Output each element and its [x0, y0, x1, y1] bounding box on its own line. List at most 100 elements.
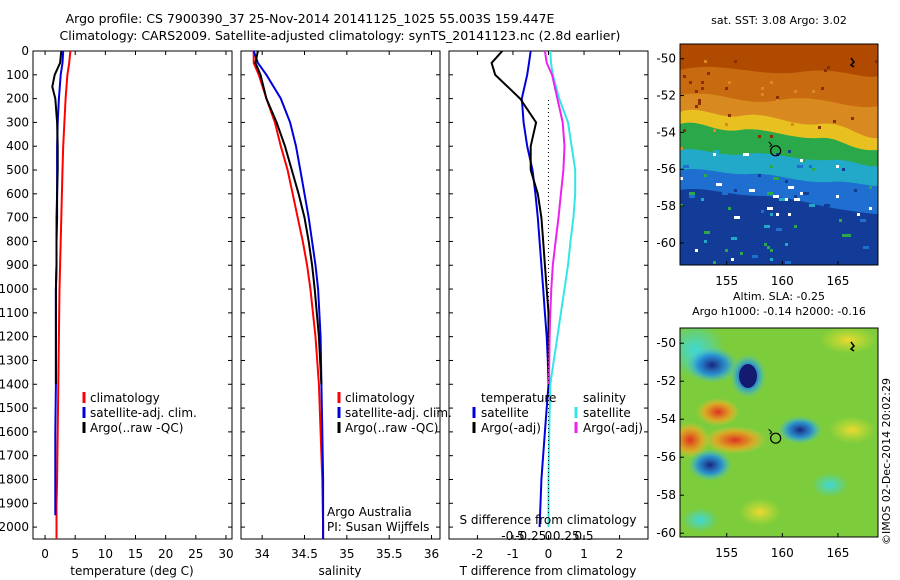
x-tick-label: -2: [471, 547, 483, 561]
sst-pixel: [818, 126, 821, 129]
sst-pixel: [785, 261, 791, 264]
sst-pixel: [695, 249, 698, 252]
salinity-panel: 34 34.5 35 35.5 36 salinity climatology sate…: [240, 50, 452, 578]
map-y-tick-label: -50: [656, 336, 676, 350]
sst-pixel: [770, 135, 773, 138]
difference-plot-marks: -2 -1 0 1 2-0.5-0.250 0.250.5: [449, 50, 648, 561]
x-tick-label: 36: [424, 547, 439, 561]
sst-pixel: [722, 192, 728, 195]
sst-pixel: [767, 156, 773, 159]
sst-pixel: [821, 222, 824, 225]
sst-pixel: [788, 213, 791, 216]
x-tick-label: 30: [218, 547, 233, 561]
sst-pixel: [704, 231, 710, 234]
sst-pixel: [821, 87, 824, 90]
sla-map-subtitle: Argo h1000: -0.14 h2000: -0.16: [692, 305, 866, 318]
sst-pixel: [713, 129, 716, 132]
sst-pixel: [731, 258, 734, 261]
map-y-tick-label: -56: [656, 450, 676, 464]
sla-map-axes: 155 160 165 -50 -52 -54 -56 -58 -60: [656, 336, 849, 560]
map-y-tick-label: -58: [656, 488, 676, 502]
sst-pixel: [764, 243, 767, 246]
legend-satellite-label: satellite-adj. clim.: [90, 406, 197, 420]
sst-pixel: [761, 87, 764, 90]
map-x-tick-label: 160: [771, 546, 794, 560]
sst-pixel: [788, 150, 791, 153]
sla-map-panel: Altim. SLA: -0.25 Argo h1000: -0.14 h200…: [656, 290, 879, 560]
sst-pixel: [683, 75, 686, 78]
sst-pixel: [869, 207, 872, 210]
sst-pixel: [770, 249, 773, 252]
sst-pixel: [713, 150, 719, 153]
sst-pixel: [749, 189, 755, 192]
sst-pixel: [857, 213, 860, 216]
legend-salinity-title: salinity: [583, 391, 626, 405]
sst-pixel: [698, 99, 701, 102]
sst-pixel: [689, 81, 692, 84]
sst-pixel: [701, 87, 704, 90]
y-tick-label: 500: [6, 163, 29, 177]
legend-t-argo-label: Argo(-adj): [481, 421, 541, 435]
y-tick-label: 1900: [0, 496, 29, 510]
x-tick-label: 34: [255, 547, 270, 561]
s-tick-label: 0.5: [574, 529, 593, 543]
map-y-tick-label: -52: [656, 374, 676, 388]
sst-pixel: [758, 174, 761, 177]
provider-annotation: Argo Australia: [327, 505, 412, 519]
sst-pixel: [800, 192, 803, 195]
sla-cyan-lower: [812, 473, 848, 497]
sla-red-left: [680, 422, 710, 458]
t-difference-xlabel: T difference from climatology: [459, 564, 637, 578]
sla-map-frame: [679, 327, 879, 538]
sst-pixel: [704, 174, 707, 177]
sst-pixel: [824, 204, 830, 207]
sst-pixel: [776, 153, 779, 156]
sla-map-title: Altim. SLA: -0.25: [733, 290, 825, 303]
sst-pixel: [875, 60, 878, 63]
series-line-satellite-adj-clim-: [252, 50, 325, 539]
x-tick-label: 2: [616, 547, 624, 561]
credit-text: ©IMOS 02-Dec-2014 20:02:29: [880, 378, 893, 545]
sst-pixel: [797, 165, 803, 168]
y-tick-label: 1500: [0, 401, 29, 415]
difference-panel: -2 -1 0 1 2-0.5-0.250 0.250.5 S difference fr…: [448, 50, 649, 578]
map-y-tick-label: -56: [656, 162, 676, 176]
sst-pixel: [854, 189, 857, 192]
s-tick-label: -0.5: [501, 529, 524, 543]
s-tick-label: 0.25: [553, 529, 580, 543]
figure-title-line-2: Climatology: CARS2009. Satellite-adjuste…: [59, 28, 621, 43]
sst-pixel: [740, 252, 743, 255]
y-tick-label: 1200: [0, 330, 29, 344]
sst-pixel: [842, 168, 845, 171]
float-position-circle: [770, 145, 782, 157]
legend-argo-label: Argo(..raw -QC): [345, 421, 438, 435]
sst-map-frame: [679, 43, 879, 266]
sst-pixel: [680, 204, 683, 207]
y-tick-label: 0: [21, 44, 29, 58]
y-tick-label: 1400: [0, 377, 29, 391]
map-y-tick-label: -54: [656, 412, 676, 426]
y-tick-label: 2000: [0, 520, 29, 534]
sst-pixel: [794, 90, 797, 93]
sst-pixel: [683, 165, 689, 168]
x-tick-label: 20: [158, 547, 173, 561]
y-tick-label: 1600: [0, 425, 29, 439]
map-y-tick-label: -60: [656, 526, 676, 540]
sst-pixel: [863, 246, 869, 249]
x-tick-label: 34.5: [291, 547, 318, 561]
y-tick-label: 100: [6, 68, 29, 82]
sla-field: [680, 328, 878, 537]
salinity-legend: climatology satellite-adj. clim. Argo(..…: [337, 391, 452, 435]
sst-pixel: [845, 234, 851, 237]
map-y-tick-label: -54: [656, 125, 676, 139]
sst-pixel: [770, 258, 773, 261]
y-tick-label: 600: [6, 187, 29, 201]
sst-pixel: [734, 216, 740, 219]
sst-pixel: [776, 99, 779, 102]
y-tick-label: 700: [6, 211, 29, 225]
legend-s-argo-label: Argo(-adj): [583, 421, 643, 435]
sst-pixel: [770, 105, 773, 108]
sst-pixel: [689, 195, 695, 198]
sst-pixel: [761, 93, 764, 96]
sst-pixel: [767, 192, 773, 195]
